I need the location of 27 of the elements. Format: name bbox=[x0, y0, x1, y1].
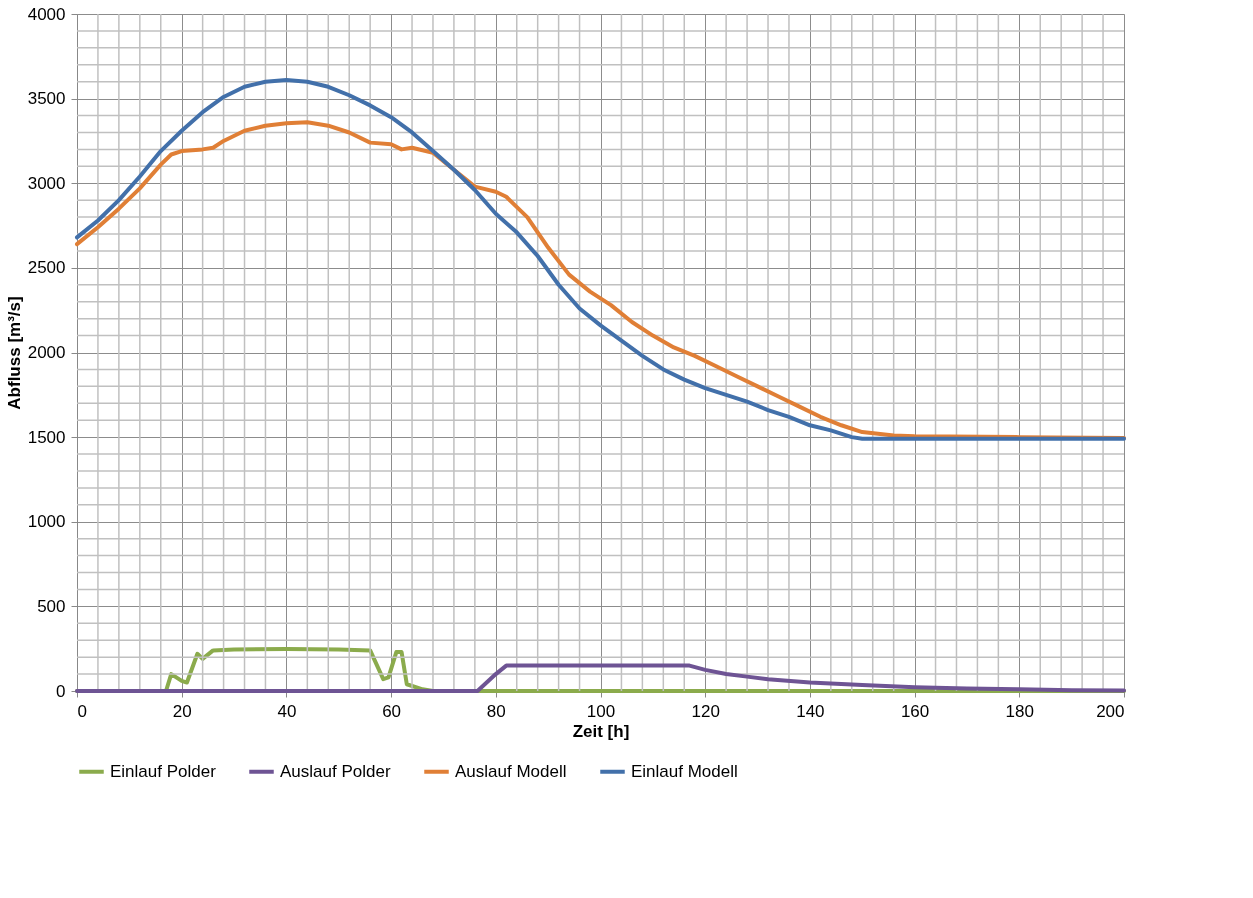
x-tick-label: 160 bbox=[900, 701, 930, 721]
y-tick-label: 3500 bbox=[27, 89, 66, 109]
y-tick-label: 1500 bbox=[27, 427, 66, 447]
x-tick-label: 60 bbox=[382, 701, 402, 721]
x-tick-label: 40 bbox=[277, 701, 297, 721]
y-tick-label: 4000 bbox=[27, 4, 66, 24]
x-tick-label: 140 bbox=[796, 701, 825, 721]
y-tick-label: 2000 bbox=[27, 343, 66, 362]
y-tick-label: 1000 bbox=[27, 512, 66, 532]
legend-label: Auslauf Modell bbox=[455, 761, 567, 781]
y-tick-label: 3000 bbox=[27, 173, 66, 193]
y-tick-label: 2500 bbox=[27, 258, 66, 278]
x-axis-title: Zeit [h] bbox=[572, 721, 630, 741]
x-tick-label: 180 bbox=[1005, 701, 1034, 721]
line-series bbox=[75, 663, 1126, 693]
x-tick-label: 200 bbox=[1096, 701, 1125, 721]
x-tick-label: 20 bbox=[172, 701, 192, 721]
y-tick-label: 500 bbox=[37, 596, 66, 616]
legend-label: Auslauf Polder bbox=[280, 761, 391, 781]
x-tick-label: 0 bbox=[77, 701, 87, 721]
x-tick-label: 120 bbox=[691, 701, 720, 721]
legend-label: Einlauf Polder bbox=[110, 761, 217, 781]
y-axis-title: Abfluss [m³/s] bbox=[4, 296, 24, 410]
x-tick-label: 80 bbox=[486, 701, 506, 721]
y-tick-label: 0 bbox=[56, 681, 66, 701]
legend-label: Einlauf Modell bbox=[631, 761, 738, 781]
x-tick-label: 100 bbox=[586, 701, 616, 721]
